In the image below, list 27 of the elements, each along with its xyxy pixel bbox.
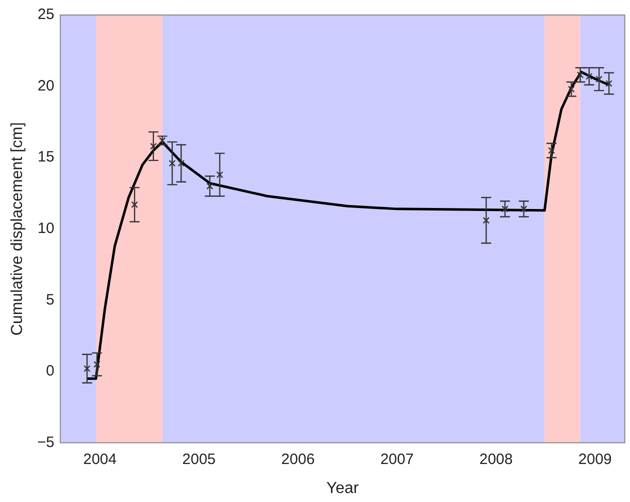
x-tick-label: 2008 [479, 450, 513, 468]
point [178, 160, 185, 167]
x-tick-label: 2007 [380, 450, 414, 468]
y-tick-label: 5 [46, 291, 54, 308]
y-tick-label: −5 [37, 434, 54, 451]
y-tick-label: 25 [38, 6, 54, 24]
point [84, 365, 90, 372]
point [206, 182, 214, 190]
point [168, 160, 176, 167]
point [150, 142, 157, 150]
y-tick-label: 10 [38, 220, 54, 238]
y-axis-title: Cumulative displacement [cm] [9, 122, 26, 336]
point [606, 80, 612, 87]
point [482, 216, 490, 224]
y-tick-label: 20 [38, 77, 54, 94]
x-tick-label: 2006 [281, 450, 315, 468]
point [131, 201, 138, 208]
x-axis-title: Year [326, 480, 360, 497]
x-tick-label: 2004 [83, 450, 117, 468]
y-tick-label: 15 [38, 148, 54, 166]
y-tick-label: 0 [46, 362, 54, 380]
point [586, 72, 593, 80]
x-tick-label: 2009 [578, 450, 612, 468]
point [568, 86, 575, 93]
point [596, 76, 602, 83]
x-tick-label: 2005 [182, 450, 216, 468]
point [94, 360, 100, 368]
